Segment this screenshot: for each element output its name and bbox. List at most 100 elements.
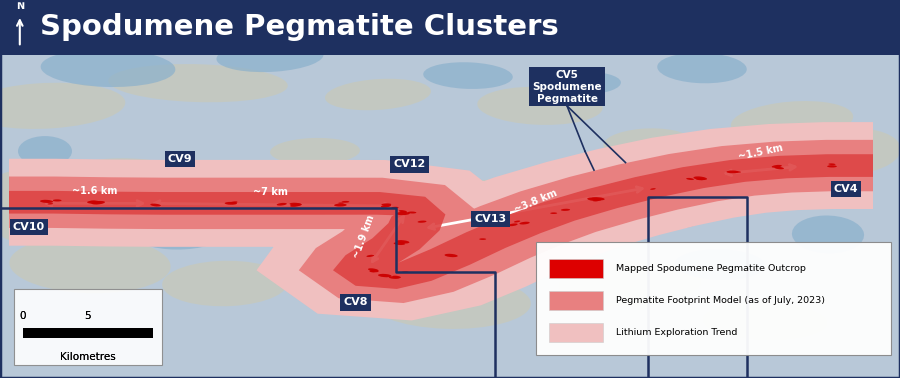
Ellipse shape [396,212,410,215]
Ellipse shape [40,200,53,203]
Ellipse shape [696,178,705,180]
Ellipse shape [809,129,900,174]
Ellipse shape [334,204,346,206]
Text: ~1.5 km: ~1.5 km [737,143,784,162]
FancyBboxPatch shape [0,0,900,55]
Ellipse shape [702,302,828,340]
Ellipse shape [393,242,405,245]
Text: CV5
Spodumene
Pegmatite: CV5 Spodumene Pegmatite [532,70,602,104]
Ellipse shape [591,197,605,200]
Text: 5: 5 [85,311,91,321]
Ellipse shape [519,222,530,225]
Ellipse shape [230,201,238,204]
Ellipse shape [325,79,431,110]
Polygon shape [9,122,873,321]
Ellipse shape [162,261,288,306]
Ellipse shape [549,197,621,219]
Ellipse shape [734,171,741,173]
Ellipse shape [731,101,853,141]
Ellipse shape [504,246,576,268]
Ellipse shape [9,236,171,293]
Text: N: N [15,2,24,11]
Ellipse shape [342,201,349,203]
Ellipse shape [477,87,603,125]
Ellipse shape [792,215,864,253]
Ellipse shape [135,219,225,249]
Ellipse shape [771,165,782,168]
Ellipse shape [366,255,374,257]
Ellipse shape [389,276,400,279]
FancyBboxPatch shape [536,242,891,355]
Ellipse shape [593,200,598,201]
Ellipse shape [40,49,176,87]
Ellipse shape [290,203,302,207]
Ellipse shape [225,214,315,240]
Text: Kilometres: Kilometres [60,352,115,361]
Ellipse shape [459,180,531,198]
Ellipse shape [514,220,520,223]
Ellipse shape [827,165,837,167]
Ellipse shape [92,201,105,204]
Ellipse shape [508,223,518,226]
Ellipse shape [382,203,392,206]
FancyBboxPatch shape [549,323,603,342]
Ellipse shape [368,268,379,271]
Ellipse shape [418,221,427,223]
Ellipse shape [87,201,101,204]
Ellipse shape [666,157,774,183]
Text: ~7 km: ~7 km [253,187,287,197]
Ellipse shape [108,64,288,102]
Ellipse shape [693,177,707,180]
Ellipse shape [270,138,360,164]
Ellipse shape [276,203,287,206]
Ellipse shape [0,170,73,246]
FancyBboxPatch shape [549,259,603,278]
Ellipse shape [648,210,702,229]
Ellipse shape [686,178,694,180]
FancyBboxPatch shape [549,291,603,310]
Ellipse shape [381,204,392,208]
Ellipse shape [378,274,392,277]
Ellipse shape [369,276,531,329]
Ellipse shape [89,201,96,202]
Text: ~3.8 km: ~3.8 km [513,188,558,215]
Text: CV12: CV12 [393,160,426,169]
Text: ~1.9 km: ~1.9 km [351,213,376,259]
Text: 0: 0 [19,311,26,321]
Ellipse shape [18,136,72,166]
Ellipse shape [399,210,407,212]
Ellipse shape [0,83,125,129]
Ellipse shape [587,197,601,201]
Ellipse shape [423,62,513,89]
Ellipse shape [559,260,701,307]
Ellipse shape [82,158,188,182]
Text: CV4: CV4 [833,184,859,194]
Ellipse shape [561,209,570,211]
Text: CV13: CV13 [474,214,507,224]
FancyBboxPatch shape [22,328,153,338]
Ellipse shape [53,199,61,201]
Text: CV9: CV9 [167,154,193,164]
Ellipse shape [315,249,405,280]
Text: CV10: CV10 [13,222,45,232]
Ellipse shape [396,240,410,243]
Ellipse shape [445,254,458,257]
FancyBboxPatch shape [22,328,153,338]
Text: ~1.6 km: ~1.6 km [72,186,117,196]
Ellipse shape [370,271,374,273]
Ellipse shape [650,188,656,190]
Ellipse shape [726,170,739,173]
Ellipse shape [657,53,747,83]
Ellipse shape [150,204,161,206]
Ellipse shape [225,202,237,205]
Text: Mapped Spodumene Pegmatite Outcrop: Mapped Spodumene Pegmatite Outcrop [616,263,806,273]
Ellipse shape [392,207,399,209]
Ellipse shape [392,276,400,278]
Ellipse shape [370,270,379,272]
Text: Kilometres: Kilometres [60,352,115,361]
Ellipse shape [338,203,344,204]
Text: CV8: CV8 [343,297,368,307]
Text: Lithium Exploration Trend: Lithium Exploration Trend [616,328,738,337]
Ellipse shape [675,249,765,280]
Polygon shape [9,154,873,289]
